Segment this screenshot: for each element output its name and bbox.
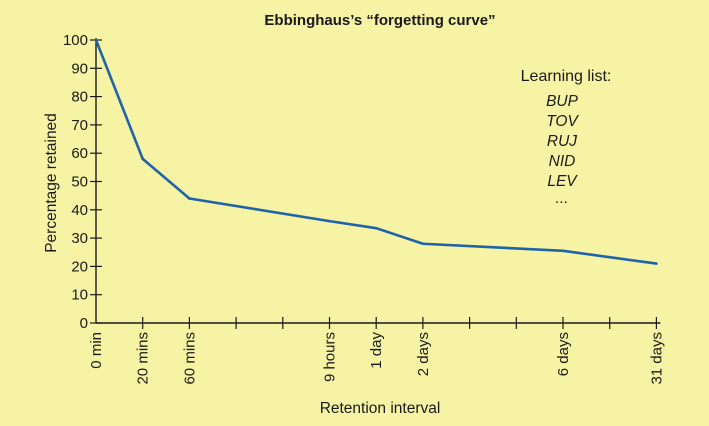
learning-list-item: BUP — [546, 93, 579, 110]
data-point — [374, 226, 378, 230]
y-ticks: 0 10 20 30 40 50 60 70 80 90 100 — [63, 32, 102, 332]
y-tick-label: 70 — [71, 117, 88, 134]
x-tick-label: 20 mins — [135, 332, 152, 385]
data-point — [561, 249, 565, 253]
learning-list-annotation: Learning list: BUP TOV RUJ NID LEV ... — [521, 68, 612, 207]
y-tick-label: 60 — [71, 145, 88, 162]
x-tick-label: 1 day — [368, 332, 385, 369]
x-ticks: 0 min 20 mins 60 mins 9 hours 1 day 2 days 6 d… — [88, 317, 665, 385]
y-tick-label: 100 — [63, 32, 88, 49]
chart-title: Ebbinghaus’s “forgetting curve” — [264, 12, 495, 29]
y-tick-label: 80 — [71, 89, 88, 106]
data-point — [141, 157, 144, 161]
x-tick-label: 2 days — [415, 332, 432, 376]
x-tick-label: 9 hours — [322, 332, 339, 382]
data-point — [328, 219, 331, 223]
y-tick-label: 50 — [71, 174, 88, 191]
y-tick-label: 40 — [71, 202, 88, 219]
learning-list-item: TOV — [546, 113, 579, 130]
x-tick-label: 60 mins — [181, 332, 198, 385]
learning-list-item: LEV — [547, 173, 578, 190]
x-axis-label: Retention interval — [320, 400, 441, 417]
data-point — [188, 197, 191, 200]
y-tick-label: 0 — [80, 315, 88, 332]
y-axis-label: Percentage retained — [43, 113, 60, 253]
learning-list-item: ... — [556, 190, 569, 207]
axes — [95, 38, 661, 324]
x-tick-label: 31 days — [648, 332, 665, 385]
learning-list-item: RUJ — [547, 133, 577, 150]
y-tick-label: 20 — [71, 258, 88, 275]
learning-list-heading: Learning list: — [521, 68, 612, 85]
learning-list-item: NID — [549, 153, 576, 170]
data-point — [655, 262, 658, 265]
x-tick-label: 6 days — [555, 332, 572, 376]
retention-curve-line — [94, 39, 657, 265]
data-point — [421, 242, 425, 246]
y-tick-label: 90 — [71, 60, 88, 77]
y-tick-label: 30 — [71, 230, 88, 247]
data-point — [94, 38, 98, 42]
x-tick-label: 0 min — [88, 332, 105, 369]
series-layer — [94, 38, 658, 265]
y-tick-label: 10 — [71, 287, 88, 304]
